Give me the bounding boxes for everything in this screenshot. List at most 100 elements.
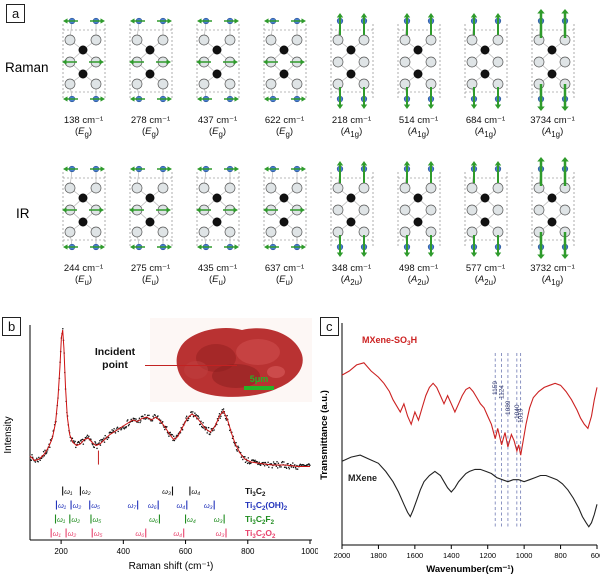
vibration-mode: 437 cm⁻¹ (Eg): [184, 8, 251, 139]
crystal-structure-diagram: [330, 13, 373, 109]
svg-text:1019: 1019: [518, 408, 525, 423]
crystal-structure-diagram: [330, 161, 373, 257]
svg-text:1400: 1400: [443, 551, 460, 560]
crystal-structure-diagram: [531, 9, 574, 111]
svg-text:1040: 1040: [514, 404, 521, 419]
ftir-spectra-chart: 2000 1800 1600 1400 1200 1000 800 600 Wavenumber…: [319, 323, 600, 575]
svg-text:1000: 1000: [516, 551, 533, 560]
mode-frequency: 437 cm⁻¹: [197, 115, 238, 126]
mode-frequency: 275 cm⁻¹: [130, 263, 171, 274]
svg-text:1200: 1200: [479, 551, 496, 560]
raman-modes-row: 138 cm⁻¹ (Eg) 278 cm⁻¹ (Eg) 437 cm⁻¹ (Eg) 622 …: [50, 8, 586, 139]
crystal-structure-diagram: [128, 165, 172, 251]
vibration-mode: 348 cm⁻¹ (A2u): [318, 156, 385, 287]
svg-text:ω₂: ω₂: [68, 529, 77, 538]
crystal-structure-diagram: [128, 17, 172, 103]
vibration-mode: 498 cm⁻¹ (A2u): [385, 156, 452, 287]
crystal-structure-diagram: [195, 165, 239, 251]
svg-text:ω₅: ω₅: [91, 501, 100, 510]
incident-point-pointer-line: [145, 365, 237, 366]
svg-text:ω₁: ω₁: [58, 501, 67, 510]
crystal-structure-diagram: [262, 17, 306, 103]
vibration-mode: 3732 cm⁻¹ (A1g): [519, 156, 586, 287]
mode-symmetry: (A2u): [474, 274, 497, 287]
mode-symmetry: (Eg): [141, 126, 160, 139]
svg-text:1159: 1159: [492, 381, 499, 395]
svg-text:600: 600: [179, 547, 193, 556]
mode-frequency: 684 cm⁻¹: [465, 115, 506, 126]
vibration-mode: 275 cm⁻¹ (Eu): [117, 156, 184, 287]
scale-bar: [244, 386, 274, 390]
svg-text:Intensity: Intensity: [3, 416, 14, 453]
panel-b-label: b: [2, 317, 22, 336]
svg-text:Ti3C2O2: Ti3C2O2: [245, 528, 276, 540]
panel-a-label: a: [6, 4, 26, 23]
mode-frequency: 3734 cm⁻¹: [530, 115, 575, 126]
mode-symmetry: (A1g): [541, 274, 564, 287]
svg-text:ω₂: ω₂: [71, 515, 80, 524]
mode-frequency: 577 cm⁻¹: [465, 263, 506, 274]
svg-text:ω₃: ω₃: [162, 487, 171, 496]
crystal-structure-diagram: [464, 161, 507, 257]
vibration-mode: 3734 cm⁻¹ (A1g): [519, 8, 586, 139]
crystal-structure-diagram: [464, 13, 507, 109]
ir-modes-row: 244 cm⁻¹ (Eu) 275 cm⁻¹ (Eu) 435 cm⁻¹ (Eu) 637 …: [50, 156, 586, 287]
crystal-structure-diagram: [61, 165, 105, 251]
svg-text:Ti3C2: Ti3C2: [245, 486, 266, 498]
mode-frequency: 514 cm⁻¹: [398, 115, 439, 126]
svg-text:Ti3C2(OH)2: Ti3C2(OH)2: [245, 500, 288, 512]
svg-text:ω₅: ω₅: [92, 515, 101, 524]
curve-label-mxene: MXene: [348, 473, 377, 483]
mode-frequency: 278 cm⁻¹: [130, 115, 171, 126]
svg-text:1000: 1000: [301, 547, 318, 556]
vibration-mode: 622 cm⁻¹ (Eg): [251, 8, 318, 139]
scale-bar-label: 5μm: [250, 374, 269, 384]
svg-text:800: 800: [554, 551, 567, 560]
svg-text:ω₄: ω₄: [191, 487, 200, 496]
svg-text:ω₆: ω₆: [149, 515, 158, 524]
vibration-mode: 138 cm⁻¹ (Eg): [50, 8, 117, 139]
mode-frequency: 498 cm⁻¹: [398, 263, 439, 274]
svg-text:ω₃: ω₃: [204, 501, 213, 510]
mode-symmetry: (Eu): [208, 274, 227, 287]
mode-symmetry: (Eu): [74, 274, 93, 287]
svg-text:Transmittance (a.u.): Transmittance (a.u.): [319, 390, 330, 480]
crystal-structure-diagram: [531, 157, 574, 259]
optical-microscope-inset: 5μm: [150, 318, 312, 402]
vibration-mode: 435 cm⁻¹ (Eu): [184, 156, 251, 287]
incident-point-annotation: Incident point: [94, 346, 136, 372]
mode-frequency: 637 cm⁻¹: [264, 263, 305, 274]
crystal-structure-diagram: [61, 17, 105, 103]
svg-text:ω₁: ω₁: [64, 487, 73, 496]
svg-text:ω₃: ω₃: [214, 515, 223, 524]
mode-symmetry: (A1g): [407, 126, 430, 139]
vibration-mode: 577 cm⁻¹ (A2u): [452, 156, 519, 287]
vibration-mode: 244 cm⁻¹ (Eu): [50, 156, 117, 287]
mode-frequency: 244 cm⁻¹: [63, 263, 104, 274]
svg-text:ω₄: ω₄: [176, 501, 185, 510]
mode-frequency: 435 cm⁻¹: [197, 263, 238, 274]
mode-symmetry: (A1g): [541, 126, 564, 139]
crystal-structure-diagram: [397, 13, 440, 109]
svg-text:ω₃: ω₃: [216, 529, 225, 538]
mode-symmetry: (A1g): [340, 126, 363, 139]
mode-frequency: 3732 cm⁻¹: [530, 263, 575, 274]
mode-symmetry: (Eu): [275, 274, 294, 287]
svg-text:1089: 1089: [505, 400, 512, 415]
mode-frequency: 348 cm⁻¹: [331, 263, 372, 274]
mode-frequency: 622 cm⁻¹: [264, 115, 305, 126]
svg-text:ω₇: ω₇: [128, 501, 137, 510]
svg-text:Ti3C2F2: Ti3C2F2: [245, 514, 275, 526]
svg-text:1124: 1124: [499, 385, 506, 399]
raman-spectrum-chart: 200 400 600 800 1000 Raman shift (cm⁻¹) Intens…: [3, 325, 318, 572]
svg-text:600: 600: [591, 551, 600, 560]
svg-text:1800: 1800: [370, 551, 387, 560]
mode-symmetry: (A2u): [340, 274, 363, 287]
svg-text:200: 200: [54, 547, 68, 556]
svg-text:800: 800: [241, 547, 255, 556]
mode-symmetry: (A1g): [474, 126, 497, 139]
svg-text:ω₆: ω₆: [148, 501, 157, 510]
mode-frequency: 218 cm⁻¹: [331, 115, 372, 126]
vibration-mode: 637 cm⁻¹ (Eu): [251, 156, 318, 287]
